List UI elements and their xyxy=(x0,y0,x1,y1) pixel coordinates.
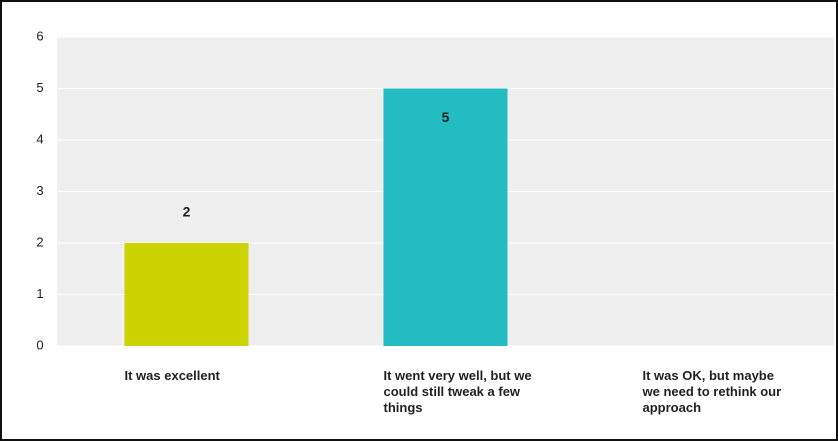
y-tick-label: 2 xyxy=(36,234,43,249)
data-label: 2 xyxy=(183,204,191,220)
x-tick-label: It was OK, but maybe we need to rethink … xyxy=(642,368,782,415)
x-tick-label: It went very well, but we could still tw… xyxy=(383,368,532,415)
y-tick-label: 1 xyxy=(36,286,43,301)
x-tick-label: It was excellent xyxy=(124,368,220,383)
bar xyxy=(124,243,249,346)
y-tick-label: 6 xyxy=(36,28,43,43)
bar xyxy=(383,88,508,346)
y-tick-label: 5 xyxy=(36,80,43,95)
y-tick-label: 4 xyxy=(36,131,43,146)
y-tick-label: 3 xyxy=(36,183,43,198)
data-label: 5 xyxy=(442,109,450,125)
y-tick-label: 0 xyxy=(36,337,43,352)
